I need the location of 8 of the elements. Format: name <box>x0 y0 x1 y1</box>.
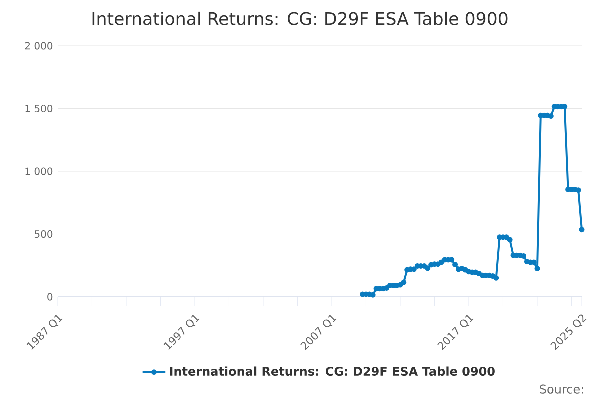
y-tick-label: 1 000 <box>26 168 53 176</box>
legend-label: International Returns: CG: D29F ESA Table 0900 <box>170 366 495 376</box>
y-tick-label: 1 500 <box>26 104 53 113</box>
y-tick-label: 500 <box>34 230 53 238</box>
y-tick-label: 2 000 <box>25 42 53 50</box>
y-tick-label: 0 <box>48 293 53 301</box>
source-note: Source: <box>540 384 584 394</box>
chart-title: International Returns: CG: D29F ESA Table 0900 <box>92 12 508 26</box>
